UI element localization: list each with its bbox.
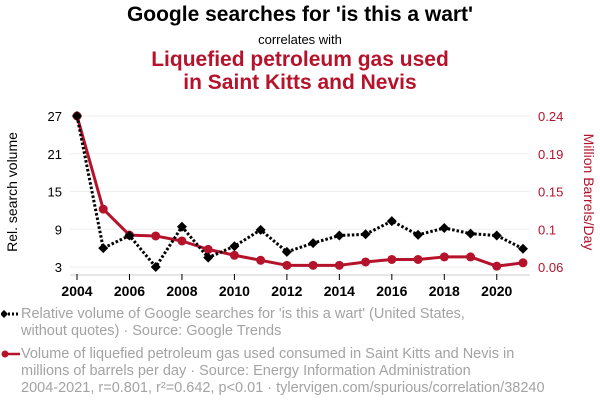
series-searches (72, 111, 528, 272)
x-tick-label: 2008 (166, 283, 197, 299)
x-tick-label: 2018 (429, 283, 460, 299)
searches-point (72, 111, 82, 121)
gridlines (70, 115, 530, 268)
searches-point (176, 221, 187, 232)
searches-point (413, 229, 424, 240)
searches-point (308, 238, 319, 249)
searches-point (150, 262, 161, 272)
chart-title: Google searches for 'is this a wart' (126, 3, 474, 26)
searches-point (465, 228, 476, 239)
x-tick-label: 2006 (114, 283, 145, 299)
lpg-point (177, 236, 187, 246)
lpg-point (413, 254, 423, 264)
legend-item-lpg: Volume of liquefied petroleum gas used c… (1, 346, 581, 380)
x-axis: 2004 2006 2008 2010 2012 2014 2016 2018 2020 (61, 274, 530, 299)
right-tick-label: 0.24 (538, 109, 563, 124)
x-tick-label: 2010 (219, 283, 250, 299)
searches-point (124, 230, 135, 241)
searches-point (203, 252, 214, 263)
x-tick-label: 2016 (376, 283, 407, 299)
x-tick-label: 2004 (61, 283, 92, 299)
lpg-point (98, 204, 108, 214)
lpg-point (492, 261, 502, 271)
lpg-point (308, 260, 318, 270)
lpg-point (361, 257, 371, 267)
right-axis-ticks: 0.24 0.19 0.15 0.1 0.06 (538, 109, 563, 275)
searches-point (229, 241, 240, 252)
right-tick-label: 0.15 (538, 185, 563, 200)
lpg-point (282, 260, 292, 270)
searches-point (439, 222, 450, 233)
searches-point (334, 230, 345, 241)
right-axis-label: Million Barrels/Day (581, 134, 597, 251)
searches-point (491, 230, 502, 241)
chart-subtitle: correlates with (258, 32, 342, 47)
left-tick-label: 21 (48, 147, 62, 162)
legend-swatch-searches (1, 310, 20, 318)
searches-point (360, 229, 371, 240)
left-tick-label: 9 (55, 222, 62, 237)
lpg-point (466, 252, 476, 262)
lpg-point (151, 231, 161, 241)
legend-item-searches: Relative volume of Google searches for '… (1, 306, 581, 340)
lpg-point (518, 258, 528, 268)
lpg-point (203, 244, 213, 254)
legend-text-line2: millions of barrels per day · Source: En… (21, 363, 471, 379)
legend-text-line2: without quotes) · Source: Google Trends (21, 323, 282, 339)
left-tick-label: 3 (55, 260, 62, 275)
left-tick-label: 27 (48, 109, 62, 124)
searches-point (255, 224, 266, 235)
x-tick-label: 2020 (481, 283, 512, 299)
lpg-point (334, 260, 344, 270)
searches-point (98, 243, 109, 254)
footer-stats: 2004-2021, r=0.801, r²=0.642, p<0.01 · t… (21, 380, 545, 396)
x-tick-label: 2012 (271, 283, 302, 299)
title2-line2: in Saint Kitts and Nevis (183, 71, 417, 94)
lpg-point (439, 252, 449, 262)
searches-point (386, 216, 397, 227)
left-axis-label: Rel. search volume (4, 132, 20, 252)
searches-point (518, 243, 528, 254)
searches-point (281, 246, 292, 257)
lpg-point (387, 254, 397, 264)
searches-line (75, 115, 524, 270)
chart-title-secondary: Liquefied petroleum gas used in Saint Ki… (0, 48, 600, 94)
title2-line1: Liquefied petroleum gas used (151, 48, 449, 71)
left-tick-label: 15 (48, 185, 62, 200)
left-axis-ticks: 27 21 15 9 3 (48, 109, 62, 275)
x-tick-label: 2014 (324, 283, 355, 299)
right-tick-label: 0.1 (538, 222, 556, 237)
lpg-point (256, 255, 266, 265)
legend-text-line1: Volume of liquefied petroleum gas used c… (21, 346, 515, 362)
legend-text-line1: Relative volume of Google searches for '… (21, 306, 465, 322)
lpg-point (229, 250, 239, 260)
right-tick-label: 0.19 (538, 147, 563, 162)
right-tick-label: 0.06 (538, 260, 563, 275)
legend-swatch-lpg (1, 350, 20, 358)
